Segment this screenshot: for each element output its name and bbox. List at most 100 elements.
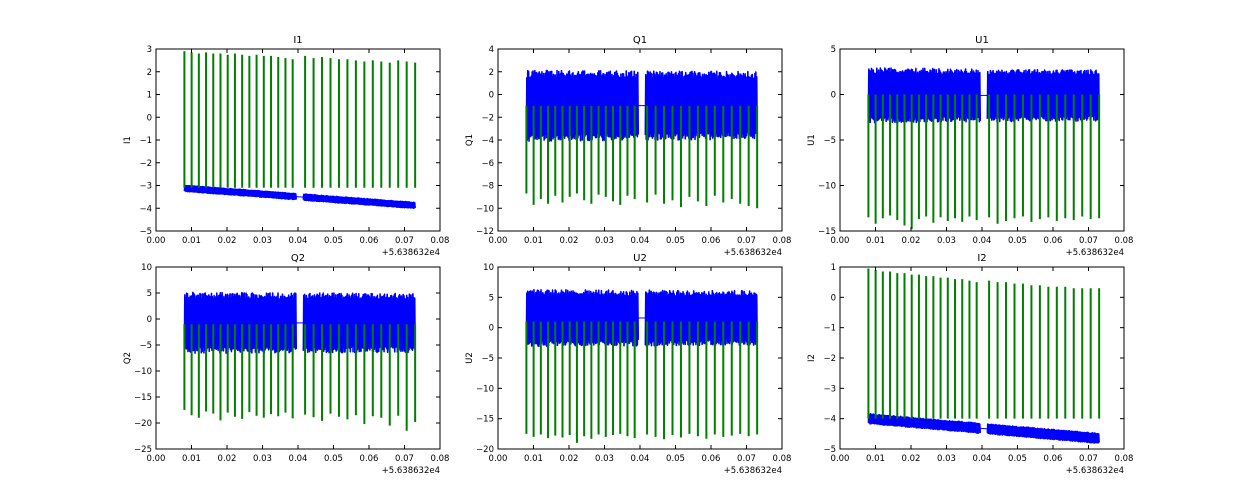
y-tick-label: −8 [481, 182, 494, 192]
x-tick-label: 0.08 [773, 454, 792, 464]
x-tick-label: 0.02 [902, 236, 921, 246]
x-tick-label: 0.01 [866, 454, 885, 464]
y-tick-label: 0 [831, 91, 836, 101]
y-tick-label: −2 [139, 159, 152, 169]
x-tick-label: 0.03 [937, 236, 956, 246]
y-tick-label: −5 [823, 136, 836, 146]
plot-area [525, 288, 759, 443]
x-tick-label: 0.04 [631, 236, 650, 246]
y-tick-label: −3 [139, 182, 152, 192]
x-tick-label: 0.07 [737, 454, 756, 464]
x-offset-label: +5.638632e4 [724, 466, 782, 476]
x-tick-label: 0.05 [1008, 236, 1027, 246]
series-blue-line [183, 184, 416, 210]
x-tick-label: 0.03 [253, 236, 272, 246]
x-tick-label: 0.08 [431, 236, 450, 246]
y-tick-label: −12 [476, 227, 494, 237]
y-tick-label: −6 [481, 159, 494, 169]
y-tick-label: −4 [823, 415, 836, 425]
x-tick-label: 0.08 [773, 236, 792, 246]
y-tick-label: −2 [823, 354, 836, 364]
x-tick-label: 0.06 [1044, 236, 1063, 246]
x-tick-label: 0.01 [524, 454, 543, 464]
subplot-u1: 0.00 0.01 0.02 0.03 0.04 0.05 0.06 0.07 0.08 5 0 −5… [807, 35, 1133, 258]
y-tick-label: 5 [831, 45, 836, 55]
y-tick-label: −15 [476, 415, 494, 425]
x-tick-label: 0.06 [702, 454, 721, 464]
plot-area [867, 67, 1101, 230]
y-axis-label: U2 [465, 352, 475, 364]
y-axis-label: Q2 [123, 352, 133, 364]
subplot-i2: 0.00 0.01 0.02 0.03 0.04 0.05 0.06 0.07 0.08 1 0 −1… [807, 253, 1133, 476]
y-tick-label: 4 [489, 45, 494, 55]
x-tick-label: 0.04 [289, 454, 308, 464]
x-tick-label: 0.03 [595, 454, 614, 464]
x-tick-label: 0.00 [831, 454, 850, 464]
x-tick-label: 0.01 [182, 236, 201, 246]
x-tick-label: 0.02 [560, 236, 579, 246]
y-tick-label: −10 [476, 204, 494, 214]
y-axis-label: Q1 [465, 134, 475, 146]
x-tick-label: 0.00 [489, 454, 508, 464]
x-tick-label: 0.07 [737, 236, 756, 246]
y-axis-label: I1 [123, 136, 133, 144]
y-tick-label: −20 [134, 419, 152, 429]
y-tick-label: 0 [489, 91, 494, 101]
y-tick-label: 1 [147, 91, 152, 101]
x-offset-label: +5.638632e4 [724, 248, 782, 258]
y-tick-label: 1 [831, 263, 836, 273]
y-tick-label: −4 [481, 136, 494, 146]
y-tick-label: 10 [141, 263, 152, 273]
plot-area [183, 291, 417, 431]
x-tick-label: 0.06 [702, 236, 721, 246]
y-tick-label: 5 [489, 293, 494, 303]
y-tick-label: −1 [823, 324, 836, 334]
x-tick-label: 0.04 [289, 236, 308, 246]
plot-area [183, 51, 417, 210]
plot-area [867, 268, 1101, 444]
y-tick-label: −10 [818, 182, 836, 192]
y-axis-label: I2 [807, 354, 817, 362]
plot-area [525, 69, 759, 209]
x-tick-label: 0.05 [666, 236, 685, 246]
x-offset-label: +5.638632e4 [1066, 248, 1124, 258]
subplot-u2: 0.00 0.01 0.02 0.03 0.04 0.05 0.06 0.07 0.08 10 5 0… [465, 253, 791, 476]
x-tick-label: 0.03 [937, 454, 956, 464]
y-tick-label: −1 [139, 136, 152, 146]
subplot-q2: 0.00 0.01 0.02 0.03 0.04 0.05 0.06 0.07 0.08 10 5 0… [123, 253, 449, 476]
x-tick-label: 0.07 [395, 454, 414, 464]
x-tick-label: 0.08 [431, 454, 450, 464]
x-tick-label: 0.04 [973, 236, 992, 246]
x-tick-label: 0.06 [1044, 454, 1063, 464]
subplot-q1: 0.00 0.01 0.02 0.03 0.04 0.05 0.06 0.07 0.08 4 2 0 −… [465, 35, 791, 258]
x-tick-label: 0.05 [666, 454, 685, 464]
subplot-i1: 0.00 0.01 0.02 0.03 0.04 0.05 0.06 0.07 0.08 3 2 1 0… [123, 35, 449, 258]
y-tick-label: −10 [134, 367, 152, 377]
y-tick-label: −15 [818, 227, 836, 237]
y-tick-label: 0 [147, 113, 152, 123]
x-tick-label: 0.07 [1079, 236, 1098, 246]
x-tick-label: 0.08 [1115, 454, 1134, 464]
subplot-title: U1 [975, 35, 989, 46]
x-tick-label: 0.04 [973, 454, 992, 464]
y-tick-label: −10 [476, 384, 494, 394]
y-tick-label: 0 [831, 293, 836, 303]
series-blue-connector [296, 196, 304, 198]
subplot-title: U2 [633, 253, 647, 264]
x-tick-label: 0.08 [1115, 236, 1134, 246]
y-tick-label: −15 [134, 393, 152, 403]
x-tick-label: 0.06 [360, 454, 379, 464]
x-tick-label: 0.07 [395, 236, 414, 246]
x-tick-label: 0.01 [866, 236, 885, 246]
x-tick-label: 0.00 [831, 236, 850, 246]
x-offset-label: +5.638632e4 [382, 466, 440, 476]
subplot-title: Q2 [291, 253, 305, 264]
series-blue-line [867, 413, 1100, 444]
x-tick-label: 0.02 [560, 454, 579, 464]
x-tick-label: 0.00 [147, 236, 166, 246]
x-tick-label: 0.00 [489, 236, 508, 246]
y-tick-label: 0 [489, 324, 494, 334]
x-offset-label: +5.638632e4 [1066, 466, 1124, 476]
x-tick-label: 0.05 [324, 454, 343, 464]
